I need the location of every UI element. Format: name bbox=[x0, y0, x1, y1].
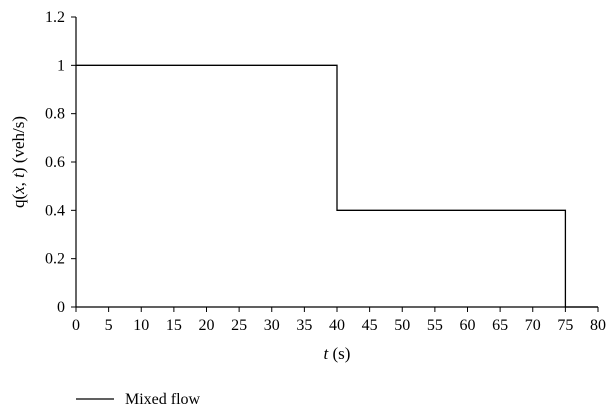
x-tick-label: 60 bbox=[460, 317, 476, 334]
y-tick-label: 0.4 bbox=[45, 202, 65, 219]
y-tick-label: 0.6 bbox=[45, 154, 65, 171]
x-ticks: 0 5 10 15 20 25 30 35 40 45 50 55 60 65 70 75 80 bbox=[72, 307, 606, 334]
x-tick-label: 70 bbox=[525, 317, 541, 334]
series-line bbox=[76, 64, 598, 308]
legend: Mixed flow bbox=[76, 391, 201, 408]
y-tick-label: 1 bbox=[57, 57, 65, 74]
x-axis-title: t (s) bbox=[324, 344, 351, 363]
y-tick-label: 0.8 bbox=[45, 106, 65, 123]
x-tick-label: 15 bbox=[166, 317, 182, 334]
x-tick-label: 10 bbox=[133, 317, 149, 334]
x-tick-label: 40 bbox=[329, 317, 345, 334]
y-axis-title: q(x, t) (veh/s) bbox=[9, 116, 28, 208]
x-tick-label: 80 bbox=[590, 317, 606, 334]
x-tick-label: 30 bbox=[264, 317, 280, 334]
x-tick-label: 20 bbox=[199, 317, 215, 334]
x-tick-label: 50 bbox=[394, 317, 410, 334]
y-tick-label: 1.2 bbox=[45, 9, 65, 26]
x-tick-label: 5 bbox=[105, 317, 113, 334]
plot-area bbox=[76, 64, 598, 308]
y-tick-label: 0 bbox=[57, 299, 65, 316]
x-tick-label: 45 bbox=[362, 317, 378, 334]
x-tick-label: 25 bbox=[231, 317, 247, 334]
y-ticks: 0 0.2 0.4 0.6 0.8 1 1.2 bbox=[45, 9, 76, 316]
legend-label: Mixed flow bbox=[125, 391, 201, 408]
x-tick-label: 75 bbox=[557, 317, 573, 334]
x-tick-label: 0 bbox=[72, 317, 80, 334]
x-tick-label: 35 bbox=[296, 317, 312, 334]
x-tick-label: 65 bbox=[492, 317, 508, 334]
x-tick-label: 55 bbox=[427, 317, 443, 334]
y-tick-label: 0.2 bbox=[45, 251, 65, 268]
